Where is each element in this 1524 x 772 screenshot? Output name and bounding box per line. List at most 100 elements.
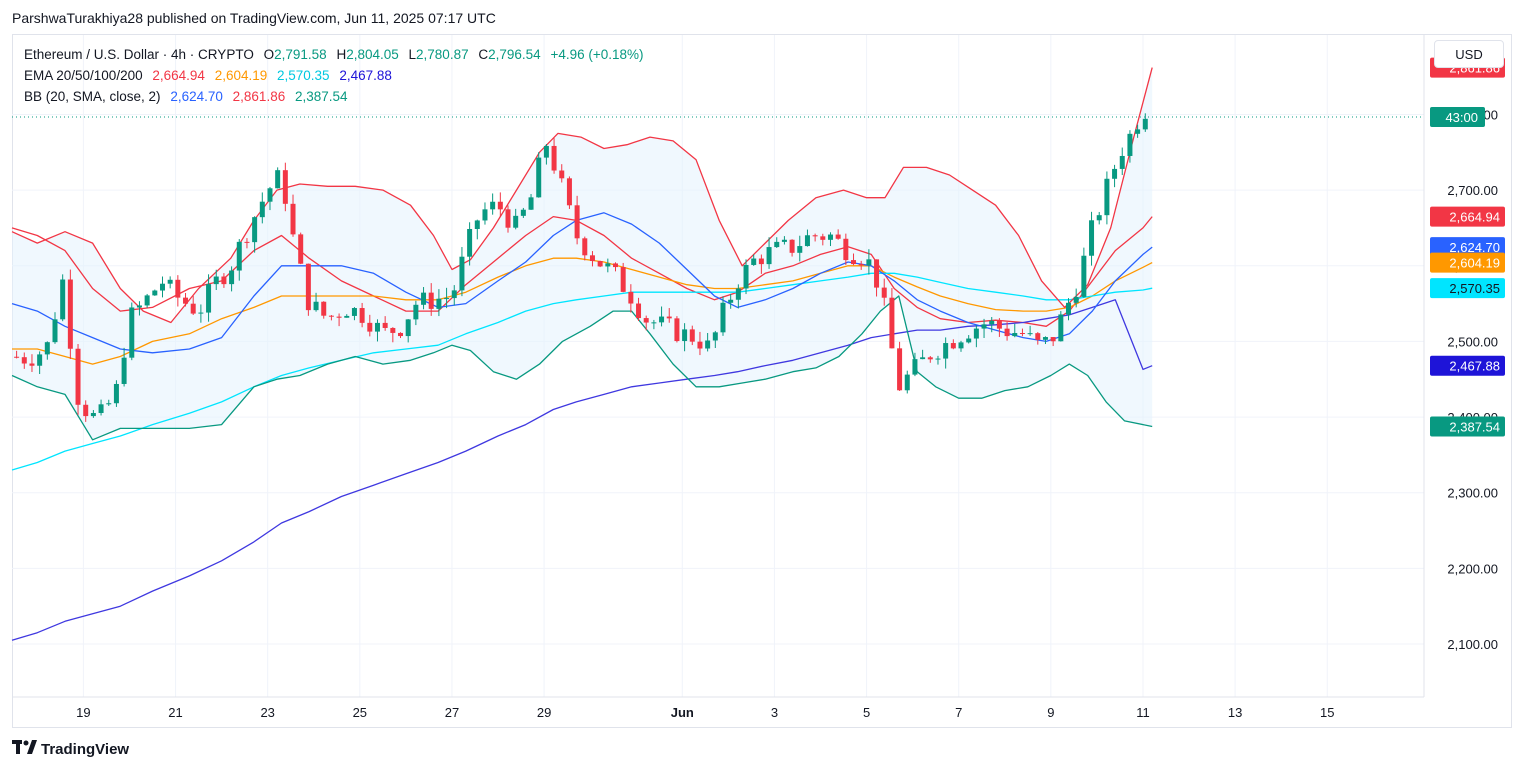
- candle-body: [651, 322, 657, 324]
- x-tick-label: 27: [445, 705, 459, 720]
- candle: [459, 247, 465, 297]
- time-axis: 19 21 23 25 27 29 Jun 3 5 7 9 11 13 15: [12, 696, 1424, 720]
- candle: [121, 347, 127, 387]
- tradingview-logo[interactable]: TradingView: [12, 740, 129, 758]
- candle-body: [636, 303, 642, 319]
- ema-label[interactable]: EMA 20/50/100/200: [24, 68, 143, 83]
- candle-body: [167, 279, 173, 284]
- candle: [198, 304, 204, 323]
- candle: [989, 317, 995, 333]
- candle-body: [559, 170, 565, 179]
- candle-body: [428, 292, 434, 309]
- candle-body: [113, 383, 119, 404]
- candle: [843, 233, 849, 265]
- candle: [67, 269, 73, 360]
- candle-body: [1081, 255, 1087, 297]
- legend-bb-row[interactable]: BB (20, SMA, close, 2) 2,624.70 2,861.86…: [24, 86, 650, 107]
- candle-body: [136, 305, 142, 308]
- candle-body: [643, 318, 649, 323]
- price-badge: 2,624.70: [1430, 237, 1505, 258]
- candle-body: [474, 220, 480, 229]
- candle: [367, 314, 373, 337]
- candle: [620, 262, 626, 293]
- candle: [436, 289, 442, 317]
- candle-body: [566, 178, 572, 206]
- candle: [1042, 336, 1048, 345]
- candle: [528, 194, 534, 210]
- candle-body: [129, 307, 135, 358]
- candle: [605, 258, 611, 273]
- price-badge-bg: [1430, 206, 1505, 227]
- price-badge-bg: [1430, 237, 1505, 258]
- candle: [720, 296, 726, 336]
- candle-body: [98, 404, 104, 414]
- symbol-label[interactable]: Ethereum / U.S. Dollar · 4h · CRYPTO: [24, 47, 254, 62]
- candle-body: [37, 354, 43, 366]
- candle: [513, 208, 519, 230]
- close-label: C: [478, 47, 489, 62]
- low-value: 2,780.87: [416, 47, 469, 62]
- candle-body: [405, 319, 411, 337]
- candle: [1142, 113, 1148, 132]
- candle: [866, 249, 872, 275]
- candle: [428, 283, 434, 316]
- candle: [874, 259, 880, 297]
- candle: [282, 162, 288, 212]
- candle: [543, 144, 549, 165]
- candle-body: [1058, 314, 1064, 342]
- ema-200-line: [11, 299, 1153, 641]
- bb-label[interactable]: BB (20, SMA, close, 2): [24, 89, 161, 104]
- candle: [1104, 171, 1110, 225]
- legend-symbol-row[interactable]: Ethereum / U.S. Dollar · 4h · CRYPTO O 2,…: [24, 44, 650, 65]
- candle: [520, 207, 526, 218]
- candle-body: [804, 235, 810, 247]
- candle: [505, 205, 511, 233]
- candle: [336, 313, 342, 327]
- candle: [689, 325, 695, 346]
- candle: [252, 216, 258, 253]
- candle-body: [459, 256, 465, 291]
- candle: [321, 301, 327, 319]
- candle-body: [935, 358, 941, 360]
- candle-body: [912, 359, 918, 375]
- legend-ema-row[interactable]: EMA 20/50/100/200 2,664.94 2,604.19 2,57…: [24, 65, 650, 86]
- candle: [728, 293, 734, 309]
- candle-body: [904, 374, 910, 391]
- candle: [712, 330, 718, 349]
- candle: [574, 195, 580, 245]
- candle: [566, 176, 572, 209]
- candle: [136, 301, 142, 316]
- candle: [751, 254, 757, 266]
- candle-body: [835, 234, 841, 239]
- candle-body: [789, 239, 795, 253]
- candle: [820, 233, 826, 246]
- candle: [1096, 211, 1102, 225]
- ema50-value: 2,604.19: [214, 68, 268, 83]
- candle-body: [973, 328, 979, 339]
- candle: [966, 335, 972, 344]
- candle-body: [21, 357, 27, 364]
- candle: [881, 278, 887, 306]
- candle: [1127, 130, 1133, 163]
- candle-body: [513, 215, 519, 228]
- candle-body: [267, 188, 273, 202]
- candle-body: [467, 228, 473, 257]
- publisher-caption: ParshwaTurakhiya28 published on TradingV…: [12, 10, 496, 26]
- candle-body: [328, 315, 334, 317]
- candle: [183, 292, 189, 307]
- candle-body: [374, 322, 380, 332]
- candle: [390, 327, 396, 343]
- currency-button[interactable]: USD: [1434, 40, 1504, 68]
- tradingview-wordmark: TradingView: [41, 740, 130, 758]
- candle: [44, 341, 50, 360]
- candle-body: [305, 263, 311, 311]
- open-label: O: [263, 47, 275, 62]
- candle: [244, 238, 250, 249]
- candle: [612, 262, 618, 272]
- candle: [682, 323, 688, 352]
- candle: [935, 355, 941, 365]
- candle-body: [689, 329, 695, 342]
- bb-basis-value: 2,624.70: [170, 89, 223, 104]
- candle-body: [874, 259, 880, 288]
